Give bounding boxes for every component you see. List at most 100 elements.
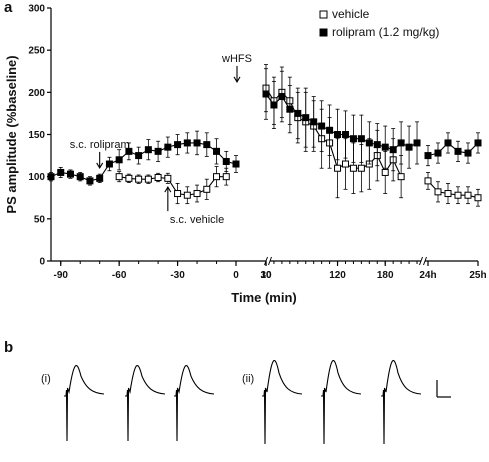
trace-group-label: (i) bbox=[41, 373, 51, 385]
data-point-filled bbox=[66, 170, 74, 178]
data-point-filled bbox=[105, 160, 113, 168]
data-point-open bbox=[474, 194, 482, 202]
panel-b-traces: (i) (ii) bbox=[41, 360, 451, 445]
y-tick-label: 300 bbox=[28, 4, 45, 15]
x-tick-label: 180 bbox=[377, 270, 394, 281]
data-point-filled bbox=[193, 139, 201, 147]
data-point-open bbox=[222, 173, 230, 181]
data-point-filled bbox=[464, 149, 472, 157]
data-point-open bbox=[174, 190, 182, 198]
data-point-filled bbox=[357, 135, 365, 143]
data-point-filled bbox=[444, 139, 452, 147]
data-point-filled bbox=[318, 122, 326, 130]
y-tick-label: 150 bbox=[28, 130, 45, 141]
data-point-open bbox=[357, 164, 365, 172]
data-point-open bbox=[444, 190, 452, 198]
data-point-filled bbox=[397, 139, 405, 147]
y-tick-label: 50 bbox=[34, 214, 46, 225]
data-point-filled bbox=[405, 143, 413, 151]
data-point-filled bbox=[334, 131, 342, 138]
data-point-filled bbox=[154, 147, 162, 155]
data-point-filled bbox=[302, 114, 310, 122]
data-point-filled bbox=[389, 146, 397, 154]
data-point-open bbox=[125, 174, 133, 182]
data-point-open bbox=[193, 190, 201, 198]
data-point-filled bbox=[57, 168, 65, 176]
data-point-open bbox=[464, 191, 472, 199]
field-potential-trace bbox=[381, 360, 422, 445]
y-tick-label: 100 bbox=[28, 172, 45, 183]
x-tick-label: 0 bbox=[233, 270, 239, 281]
axis-break-mark bbox=[423, 256, 427, 266]
data-point-filled bbox=[183, 139, 191, 147]
data-point-open bbox=[434, 188, 442, 196]
y-tick-label: 200 bbox=[28, 88, 45, 99]
data-point-filled bbox=[115, 156, 123, 164]
data-point-open bbox=[203, 185, 211, 193]
data-point-filled bbox=[373, 141, 381, 149]
data-point-filled bbox=[96, 174, 104, 182]
data-point-open bbox=[341, 160, 349, 168]
x-tick-label: -90 bbox=[54, 270, 69, 281]
data-point-filled bbox=[135, 152, 143, 160]
data-point-filled bbox=[454, 147, 462, 155]
panel-a-letter: a bbox=[4, 0, 13, 16]
legend: vehicle rolipram (1.2 mg/kg) bbox=[319, 7, 439, 39]
data-point-filled bbox=[270, 101, 278, 109]
data-point-filled bbox=[262, 90, 270, 98]
legend-label: rolipram (1.2 mg/kg) bbox=[332, 25, 439, 39]
data-point-filled bbox=[213, 147, 221, 155]
series-vehicle bbox=[115, 64, 482, 207]
axis-break-mark bbox=[268, 256, 272, 266]
data-point-open bbox=[183, 191, 191, 199]
data-point-filled bbox=[413, 139, 421, 147]
data-point-open bbox=[164, 174, 172, 182]
annotation-arrowhead bbox=[96, 162, 104, 169]
series-layer bbox=[47, 64, 482, 207]
data-point-filled bbox=[144, 146, 152, 154]
series-rolipram bbox=[47, 68, 482, 186]
x-tick-label: 120 bbox=[329, 270, 346, 281]
legend-marker bbox=[319, 28, 328, 37]
data-point-open bbox=[154, 174, 162, 182]
data-point-open bbox=[349, 164, 357, 172]
data-point-open bbox=[334, 164, 342, 172]
annotation-arrowhead bbox=[164, 186, 172, 193]
data-point-open bbox=[213, 173, 221, 181]
trace-group-label: (ii) bbox=[242, 373, 254, 385]
data-point-open bbox=[381, 168, 389, 176]
data-point-filled bbox=[203, 141, 211, 149]
axis-break-mark bbox=[419, 256, 423, 266]
annotation-label: wHFS bbox=[221, 53, 252, 65]
x-tick-label: 25h bbox=[469, 270, 486, 281]
data-point-open bbox=[115, 173, 123, 181]
data-point-open bbox=[397, 173, 405, 181]
data-point-filled bbox=[474, 139, 482, 147]
data-point-filled bbox=[341, 131, 349, 138]
data-point-filled bbox=[76, 173, 84, 181]
field-potential-trace bbox=[125, 365, 166, 442]
annotation-label: s.c. vehicle bbox=[170, 214, 224, 226]
annotations: s.c. rolipram s.c. vehicle wHFS bbox=[70, 53, 252, 226]
data-point-filled bbox=[349, 135, 357, 143]
x-tick-label: 10 bbox=[260, 270, 272, 281]
data-point-open bbox=[135, 175, 143, 183]
x-axis-title: Time (min) bbox=[231, 290, 297, 305]
data-point-filled bbox=[222, 157, 230, 165]
y-tick-label: 250 bbox=[28, 46, 45, 57]
x-tick-label: -60 bbox=[112, 270, 127, 281]
field-potential-trace bbox=[321, 360, 362, 445]
data-point-filled bbox=[365, 139, 373, 147]
field-potential-trace bbox=[174, 365, 215, 442]
data-point-filled bbox=[125, 147, 133, 155]
data-point-filled bbox=[310, 118, 318, 126]
data-point-open bbox=[454, 191, 462, 199]
data-point-filled bbox=[232, 160, 240, 168]
y-tick-label: 0 bbox=[39, 257, 45, 268]
field-potential-trace bbox=[64, 365, 105, 442]
data-point-filled bbox=[434, 149, 442, 157]
legend-marker bbox=[319, 10, 328, 19]
annotation-arrowhead bbox=[233, 76, 241, 83]
